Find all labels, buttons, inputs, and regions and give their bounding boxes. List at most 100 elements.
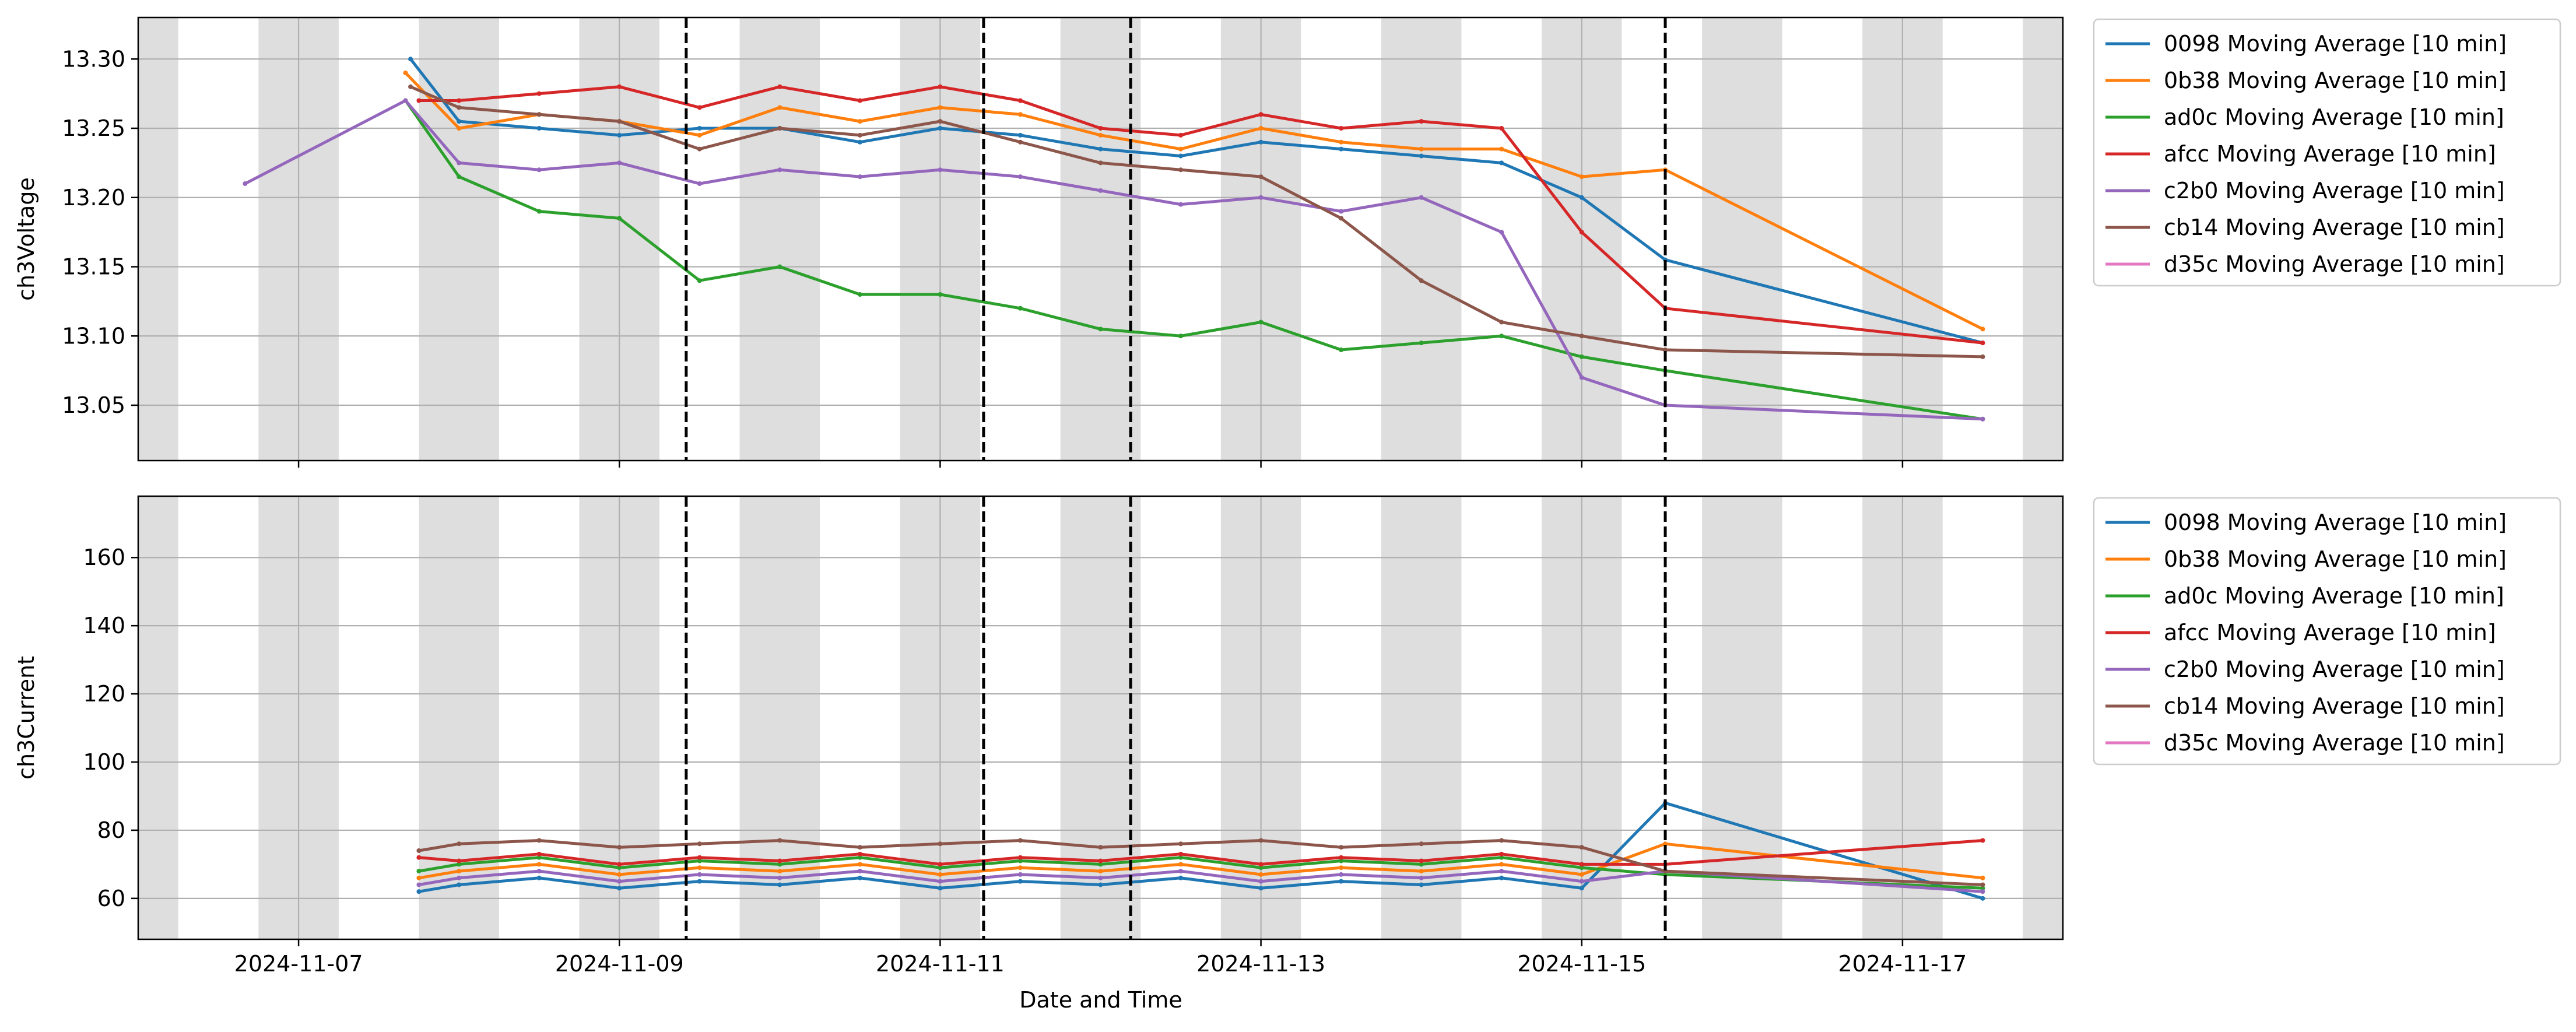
data-point [1258, 320, 1264, 325]
data-point [416, 882, 422, 887]
y-tick-label-1: 13.10 [62, 323, 125, 349]
data-point [1339, 209, 1344, 214]
y-tick-label-0: 13.05 [62, 392, 125, 418]
data-point [1339, 858, 1344, 863]
data-point [1980, 327, 1985, 332]
data-point [1178, 851, 1184, 857]
data-point [938, 105, 943, 110]
data-point [1980, 341, 1985, 346]
data-point [1419, 858, 1424, 863]
data-point [1980, 882, 1985, 887]
y-tick-label-0: 60 [97, 886, 125, 911]
data-point [697, 105, 702, 110]
data-point [1499, 875, 1504, 880]
data-point [697, 841, 702, 847]
legend-label-2: ad0c Moving Average [10 min] [2164, 104, 2504, 130]
data-point [1258, 195, 1264, 200]
data-point [938, 841, 943, 847]
shaded-span-4 [739, 17, 820, 461]
data-point [457, 858, 462, 863]
data-point [617, 216, 622, 221]
data-point [457, 862, 462, 867]
data-point [1339, 216, 1344, 221]
data-point [1098, 862, 1103, 867]
data-point [857, 292, 862, 297]
data-point [536, 112, 542, 117]
data-point [408, 84, 413, 89]
data-point [938, 84, 943, 89]
legend-label-5: cb14 Moving Average [10 min] [2164, 693, 2505, 719]
data-point [857, 98, 862, 103]
y-tick-label-3: 120 [83, 681, 125, 707]
data-point [457, 869, 462, 874]
data-point [1017, 838, 1023, 843]
data-point [1178, 153, 1184, 159]
data-point [1178, 862, 1184, 867]
data-point [1098, 875, 1103, 880]
x-axis-label: Date and Time [1019, 987, 1182, 1013]
data-point [403, 71, 408, 75]
shaded-span-10 [1702, 496, 1782, 939]
y-tick-label-1: 80 [97, 817, 125, 843]
data-point [857, 845, 862, 850]
data-point [536, 862, 542, 867]
data-point [1579, 375, 1584, 380]
data-point [536, 167, 542, 173]
data-point [1579, 862, 1584, 867]
data-point [697, 879, 702, 884]
data-point [1178, 875, 1184, 880]
shaded-span-0 [138, 17, 178, 461]
data-point [1017, 98, 1023, 103]
data-point [1098, 327, 1103, 332]
data-point [617, 84, 622, 89]
data-point [1980, 875, 1985, 880]
series-line-2 [404, 100, 1983, 421]
data-point [1419, 882, 1424, 887]
data-point [457, 174, 462, 180]
data-point [1339, 879, 1344, 884]
shaded-span-0 [138, 496, 178, 939]
data-point [1258, 865, 1264, 870]
data-point [697, 858, 702, 863]
data-point [938, 167, 943, 173]
data-point [857, 855, 862, 860]
data-point [416, 848, 422, 853]
shaded-span-12 [2023, 17, 2063, 461]
data-point [1258, 112, 1264, 117]
data-point [697, 865, 702, 870]
data-point [1499, 862, 1504, 867]
data-point [1017, 112, 1023, 117]
data-point [857, 869, 862, 874]
data-point [697, 278, 702, 283]
legend-label-0: 0098 Moving Average [10 min] [2164, 31, 2507, 57]
data-point [617, 886, 622, 891]
data-point [938, 119, 943, 124]
data-point [697, 146, 702, 152]
data-point [1419, 869, 1424, 874]
data-point [1339, 139, 1344, 145]
data-point [1258, 139, 1264, 145]
data-point [1178, 869, 1184, 874]
data-point [1499, 160, 1504, 166]
data-point [1499, 320, 1504, 325]
data-point [1499, 230, 1504, 235]
data-point [416, 889, 422, 894]
data-point [697, 126, 702, 131]
data-point [1419, 341, 1424, 346]
data-point [1017, 879, 1023, 884]
data-point [1579, 195, 1584, 200]
data-point [617, 862, 622, 867]
data-point [1098, 188, 1103, 193]
data-point [408, 57, 413, 62]
data-point [857, 174, 862, 180]
data-point [1579, 230, 1584, 235]
legend: 0098 Moving Average [10 min] 0b38 Moving … [2093, 18, 2561, 287]
x-tick-label-2: 2024-11-11 [876, 951, 1005, 977]
data-point [617, 879, 622, 884]
series-line-5 [418, 839, 1983, 886]
data-point [457, 160, 462, 166]
data-point [1579, 174, 1584, 180]
data-point [457, 875, 462, 880]
data-point [1017, 132, 1023, 138]
data-point [1178, 202, 1184, 207]
